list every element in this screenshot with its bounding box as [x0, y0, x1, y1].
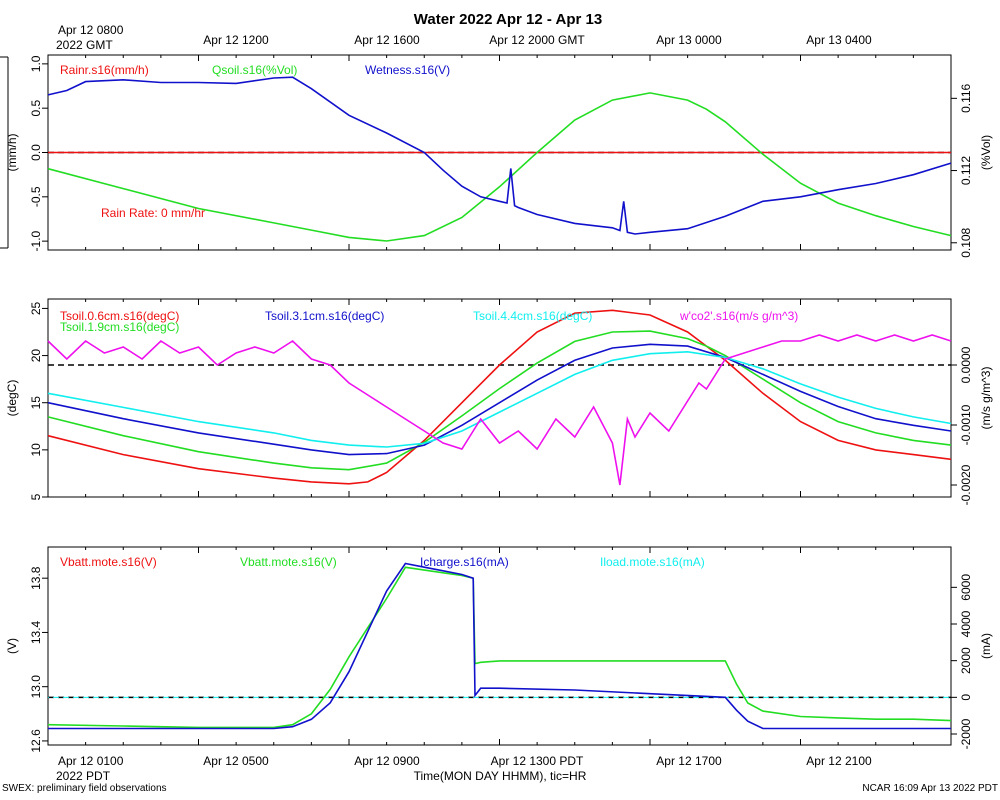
left-tick-label: 25 — [29, 301, 43, 315]
left-axis-label: (V) — [5, 638, 19, 654]
panel-2: 5 10 15 20 25 -0.0020 -0.0010 0.0000 (degC) (m/s … — [5, 298, 993, 505]
x-axis-label: Time(MON DAY HHMM), tic=HR — [414, 769, 587, 783]
footer-left: SWEX: preliminary field observations — [2, 783, 167, 794]
bottom-first-label: Apr 12 0100 — [58, 754, 124, 768]
legend-entry: Rainr.s16(mm/h) — [60, 63, 149, 77]
right-axis-label: (%Vol) — [979, 135, 993, 170]
left-tick-label: 10 — [29, 443, 43, 457]
right-tick-label: 4000 — [959, 610, 973, 637]
series-line-Vbatt.mote.s16(V) — [47, 566, 952, 729]
footer-right: NCAR 16:09 Apr 13 2022 PDT — [862, 783, 998, 794]
panel-1: -1.0 -0.5 0.0 0.5 1.0 0.108 0.112 0.116 (mm/h) (%… — [5, 54, 993, 258]
left-tick-label: -1.0 — [29, 230, 43, 251]
top-tick-label: Apr 13 0400 — [806, 33, 872, 47]
left-tick-label: 5 — [29, 493, 43, 500]
left-tick-label: 13.4 — [29, 620, 43, 644]
left-tick-label: 13.0 — [29, 675, 43, 699]
legend-entry: Tsoil.1.9cm.s16(degC) — [60, 320, 179, 334]
legend-entry: w'co2'.s16(m/s g/m^3) — [679, 309, 798, 323]
top-tick-label: Apr 12 1200 — [203, 33, 269, 47]
bottom-tick-label: Apr 12 1300 PDT — [491, 754, 584, 768]
series-line-Icharge.s16(mA) — [48, 562, 951, 730]
legend-entry: Tsoil.0.6cm.s16(degC) — [60, 309, 179, 323]
right-tick-label: 2000 — [959, 647, 973, 674]
top-first-label: Apr 12 0800 — [58, 23, 124, 37]
legend-entry: Icharge.s16(mA) — [420, 555, 509, 569]
top-first-label: 2022 GMT — [56, 38, 113, 52]
right-tick-label: -0.0020 — [959, 464, 973, 505]
right-tick-label: 0.108 — [959, 227, 973, 257]
bottom-tick-label: Apr 12 1700 — [656, 754, 722, 768]
right-tick-label: -2000 — [959, 718, 973, 749]
legend-entry: Tsoil.3.1cm.s16(degC) — [265, 309, 384, 323]
left-tick-label: 0.5 — [29, 100, 43, 117]
left-tick-label: 13.8 — [29, 566, 43, 590]
series-line-w'co2'.s16(m/s g/m^3) — [47, 334, 952, 486]
right-axis-label: (m/s g/m^3) — [979, 367, 993, 430]
legend-entry: Vbatt.mote.s16(V) — [240, 555, 337, 569]
chart-title: Water 2022 Apr 12 - Apr 13 — [414, 11, 602, 28]
rain-rate-annotation: Rain Rate: 0 mm/hr — [101, 206, 205, 220]
left-stub — [0, 56, 9, 249]
left-tick-label: -0.5 — [29, 186, 43, 207]
series-line-Tsoil.1.9cm.s16(degC) — [47, 330, 952, 471]
panel-3: 12.6 13.0 13.4 13.8 -2000 0 2000 4000 6000 (V) (mA… — [5, 546, 993, 753]
bottom-tick-label: Apr 12 0900 — [354, 754, 420, 768]
legend-entry: Wetness.s16(V) — [365, 63, 450, 77]
bottom-first-label: 2022 PDT — [56, 769, 111, 783]
left-axis-label: (degC) — [5, 380, 19, 417]
legend-entry: Vbatt.mote.s16(V) — [60, 555, 157, 569]
top-tick-label: Apr 12 2000 GMT — [489, 33, 585, 47]
top-tick-label: Apr 12 1600 — [354, 33, 420, 47]
bottom-tick-label: Apr 12 2100 — [806, 754, 872, 768]
left-tick-label: 0.0 — [29, 144, 43, 161]
right-tick-label: 0.112 — [959, 156, 973, 185]
left-tick-label: 1.0 — [29, 55, 43, 72]
left-tick-label: 12.6 — [29, 729, 43, 753]
series-line-Wetness.s16(V) — [47, 76, 952, 235]
left-axis-label: (mm/h) — [5, 134, 19, 172]
right-axis-label: (mA) — [979, 633, 993, 659]
right-tick-label: -0.0010 — [959, 404, 973, 445]
bottom-tick-label: Apr 12 0500 — [203, 754, 269, 768]
top-tick-label: Apr 13 0000 — [656, 33, 722, 47]
series-line-Tsoil.3.1cm.s16(degC) — [47, 343, 952, 456]
legend-entry: Tsoil.4.4cm.s16(degC) — [473, 309, 592, 323]
left-tick-label: 20 — [29, 349, 43, 363]
right-tick-label: 0.0000 — [959, 346, 973, 383]
legend-entry: Qsoil.s16(%Vol) — [212, 63, 297, 77]
legend-entry: Iload.mote.s16(mA) — [600, 555, 705, 569]
series-line-Qsoil.s16(%Vol) — [47, 92, 952, 242]
right-tick-label: 0.116 — [959, 83, 973, 112]
right-tick-label: 6000 — [959, 574, 973, 601]
left-tick-label: 15 — [29, 396, 43, 410]
plot-frame — [47, 546, 952, 746]
series-line-Tsoil.0.6cm.s16(degC) — [47, 309, 952, 485]
right-tick-label: 0 — [959, 694, 973, 701]
series-line-Tsoil.4.4cm.s16(degC) — [47, 350, 952, 448]
